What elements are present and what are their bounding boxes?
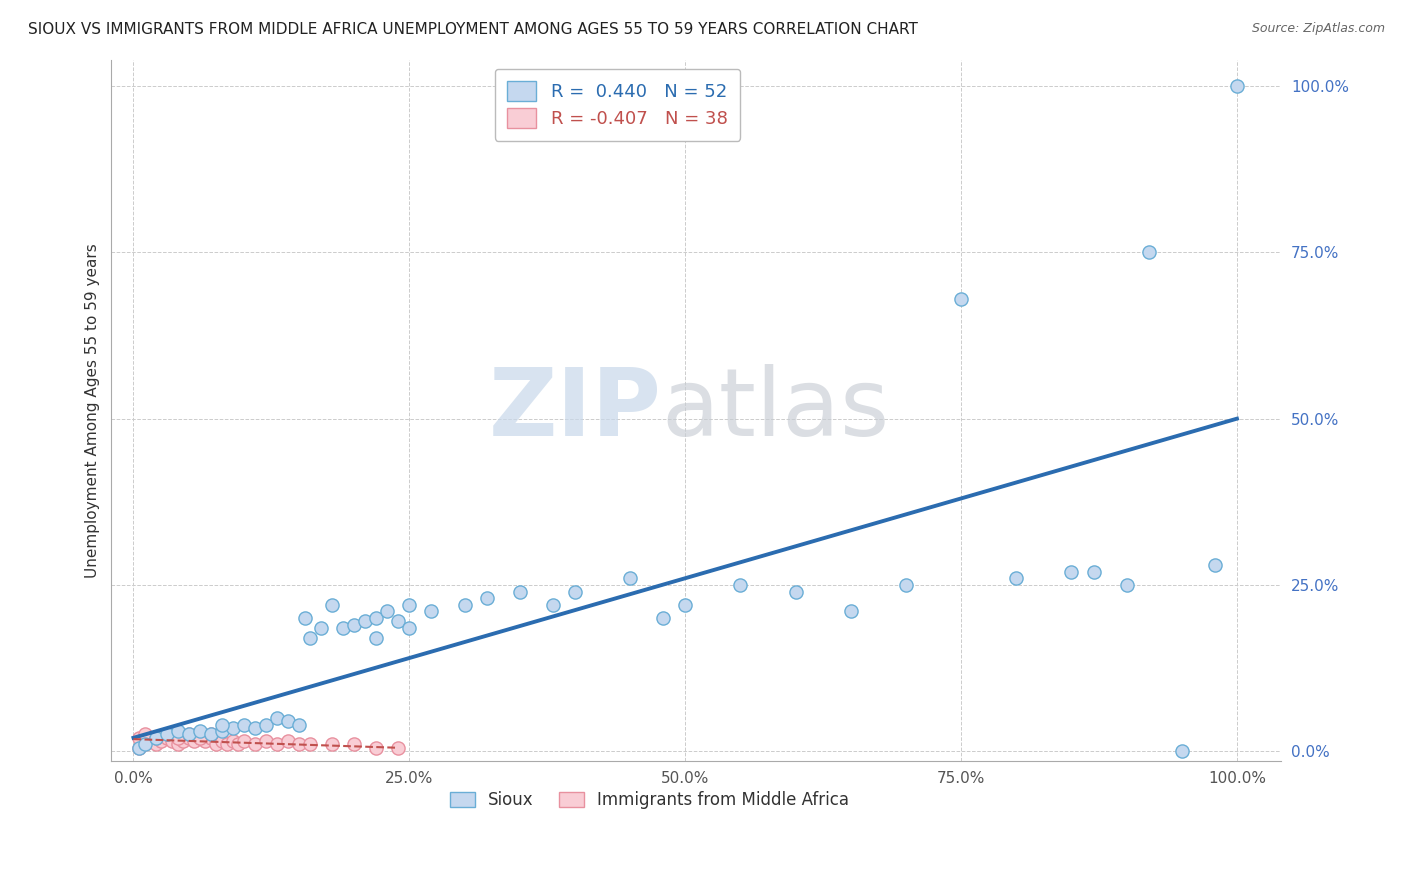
Point: [332, 621, 354, 635]
Y-axis label: Unemployment Among Ages 55 to 59 years: Unemployment Among Ages 55 to 59 years: [86, 243, 100, 578]
Point: [243, 721, 266, 735]
Point: [453, 598, 475, 612]
Point: [277, 734, 299, 748]
Point: [188, 731, 211, 745]
Point: [277, 714, 299, 729]
Point: [321, 738, 343, 752]
Point: [366, 631, 388, 645]
Point: [375, 605, 398, 619]
Text: SIOUX VS IMMIGRANTS FROM MIDDLE AFRICA UNEMPLOYMENT AMONG AGES 55 TO 59 YEARS CO: SIOUX VS IMMIGRANTS FROM MIDDLE AFRICA U…: [28, 22, 918, 37]
Point: [166, 724, 188, 739]
Point: [839, 605, 862, 619]
Point: [134, 738, 156, 752]
Point: [232, 717, 254, 731]
Point: [145, 738, 167, 752]
Point: [299, 738, 322, 752]
Point: [254, 734, 277, 748]
Point: [200, 727, 222, 741]
Point: [145, 731, 167, 745]
Point: [166, 731, 188, 745]
Point: [183, 734, 205, 748]
Point: [398, 598, 420, 612]
Point: [155, 727, 177, 741]
Point: [541, 598, 564, 612]
Point: [299, 631, 322, 645]
Text: ZIP: ZIP: [488, 364, 661, 457]
Point: [1005, 571, 1028, 585]
Point: [194, 734, 217, 748]
Point: [1226, 79, 1249, 94]
Point: [211, 734, 233, 748]
Point: [166, 738, 188, 752]
Point: [509, 584, 531, 599]
Point: [145, 731, 167, 745]
Point: [1060, 565, 1083, 579]
Point: [200, 727, 222, 741]
Point: [222, 721, 245, 735]
Point: [366, 611, 388, 625]
Point: [1083, 565, 1105, 579]
Point: [254, 717, 277, 731]
Point: [243, 738, 266, 752]
Point: [155, 727, 177, 741]
Point: [343, 617, 366, 632]
Point: [564, 584, 586, 599]
Point: [128, 740, 150, 755]
Point: [309, 621, 332, 635]
Point: [217, 738, 239, 752]
Text: atlas: atlas: [661, 364, 890, 457]
Point: [205, 738, 228, 752]
Point: [200, 731, 222, 745]
Point: [673, 598, 696, 612]
Point: [211, 717, 233, 731]
Point: [343, 738, 366, 752]
Point: [226, 738, 249, 752]
Point: [266, 738, 288, 752]
Point: [950, 292, 973, 306]
Point: [321, 598, 343, 612]
Point: [160, 734, 183, 748]
Point: [211, 724, 233, 739]
Point: [288, 717, 311, 731]
Point: [128, 740, 150, 755]
Point: [188, 731, 211, 745]
Point: [1137, 245, 1160, 260]
Point: [1171, 744, 1194, 758]
Point: [139, 734, 162, 748]
Point: [177, 731, 200, 745]
Point: [232, 734, 254, 748]
Point: [294, 611, 316, 625]
Point: [150, 734, 173, 748]
Text: Source: ZipAtlas.com: Source: ZipAtlas.com: [1251, 22, 1385, 36]
Point: [134, 727, 156, 741]
Point: [155, 731, 177, 745]
Legend: Sioux, Immigrants from Middle Africa: Sioux, Immigrants from Middle Africa: [443, 785, 856, 816]
Point: [188, 724, 211, 739]
Point: [387, 740, 409, 755]
Point: [398, 621, 420, 635]
Point: [652, 611, 675, 625]
Point: [1204, 558, 1226, 572]
Point: [222, 734, 245, 748]
Point: [730, 578, 752, 592]
Point: [894, 578, 917, 592]
Point: [1115, 578, 1137, 592]
Point: [475, 591, 498, 606]
Point: [785, 584, 807, 599]
Point: [366, 740, 388, 755]
Point: [266, 711, 288, 725]
Point: [387, 615, 409, 629]
Point: [172, 734, 194, 748]
Point: [134, 738, 156, 752]
Point: [177, 727, 200, 741]
Point: [420, 605, 443, 619]
Point: [619, 571, 641, 585]
Point: [128, 731, 150, 745]
Point: [288, 738, 311, 752]
Point: [177, 727, 200, 741]
Point: [354, 615, 377, 629]
